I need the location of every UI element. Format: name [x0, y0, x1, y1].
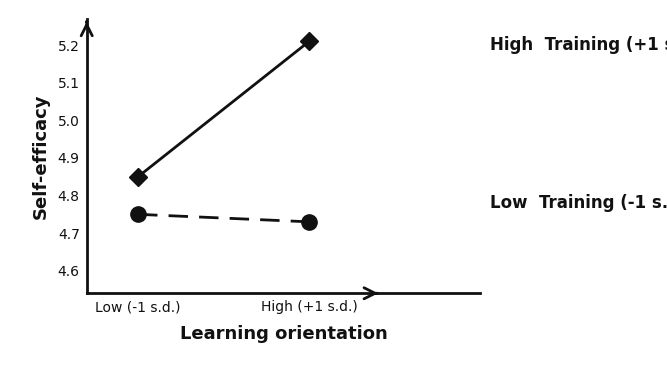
Text: Low  Training (-1 s.d.): Low Training (-1 s.d.)	[490, 194, 667, 212]
Y-axis label: Self-efficacy: Self-efficacy	[31, 93, 49, 219]
Text: High  Training (+1 s.d.): High Training (+1 s.d.)	[490, 36, 667, 54]
X-axis label: Learning orientation: Learning orientation	[179, 325, 388, 343]
